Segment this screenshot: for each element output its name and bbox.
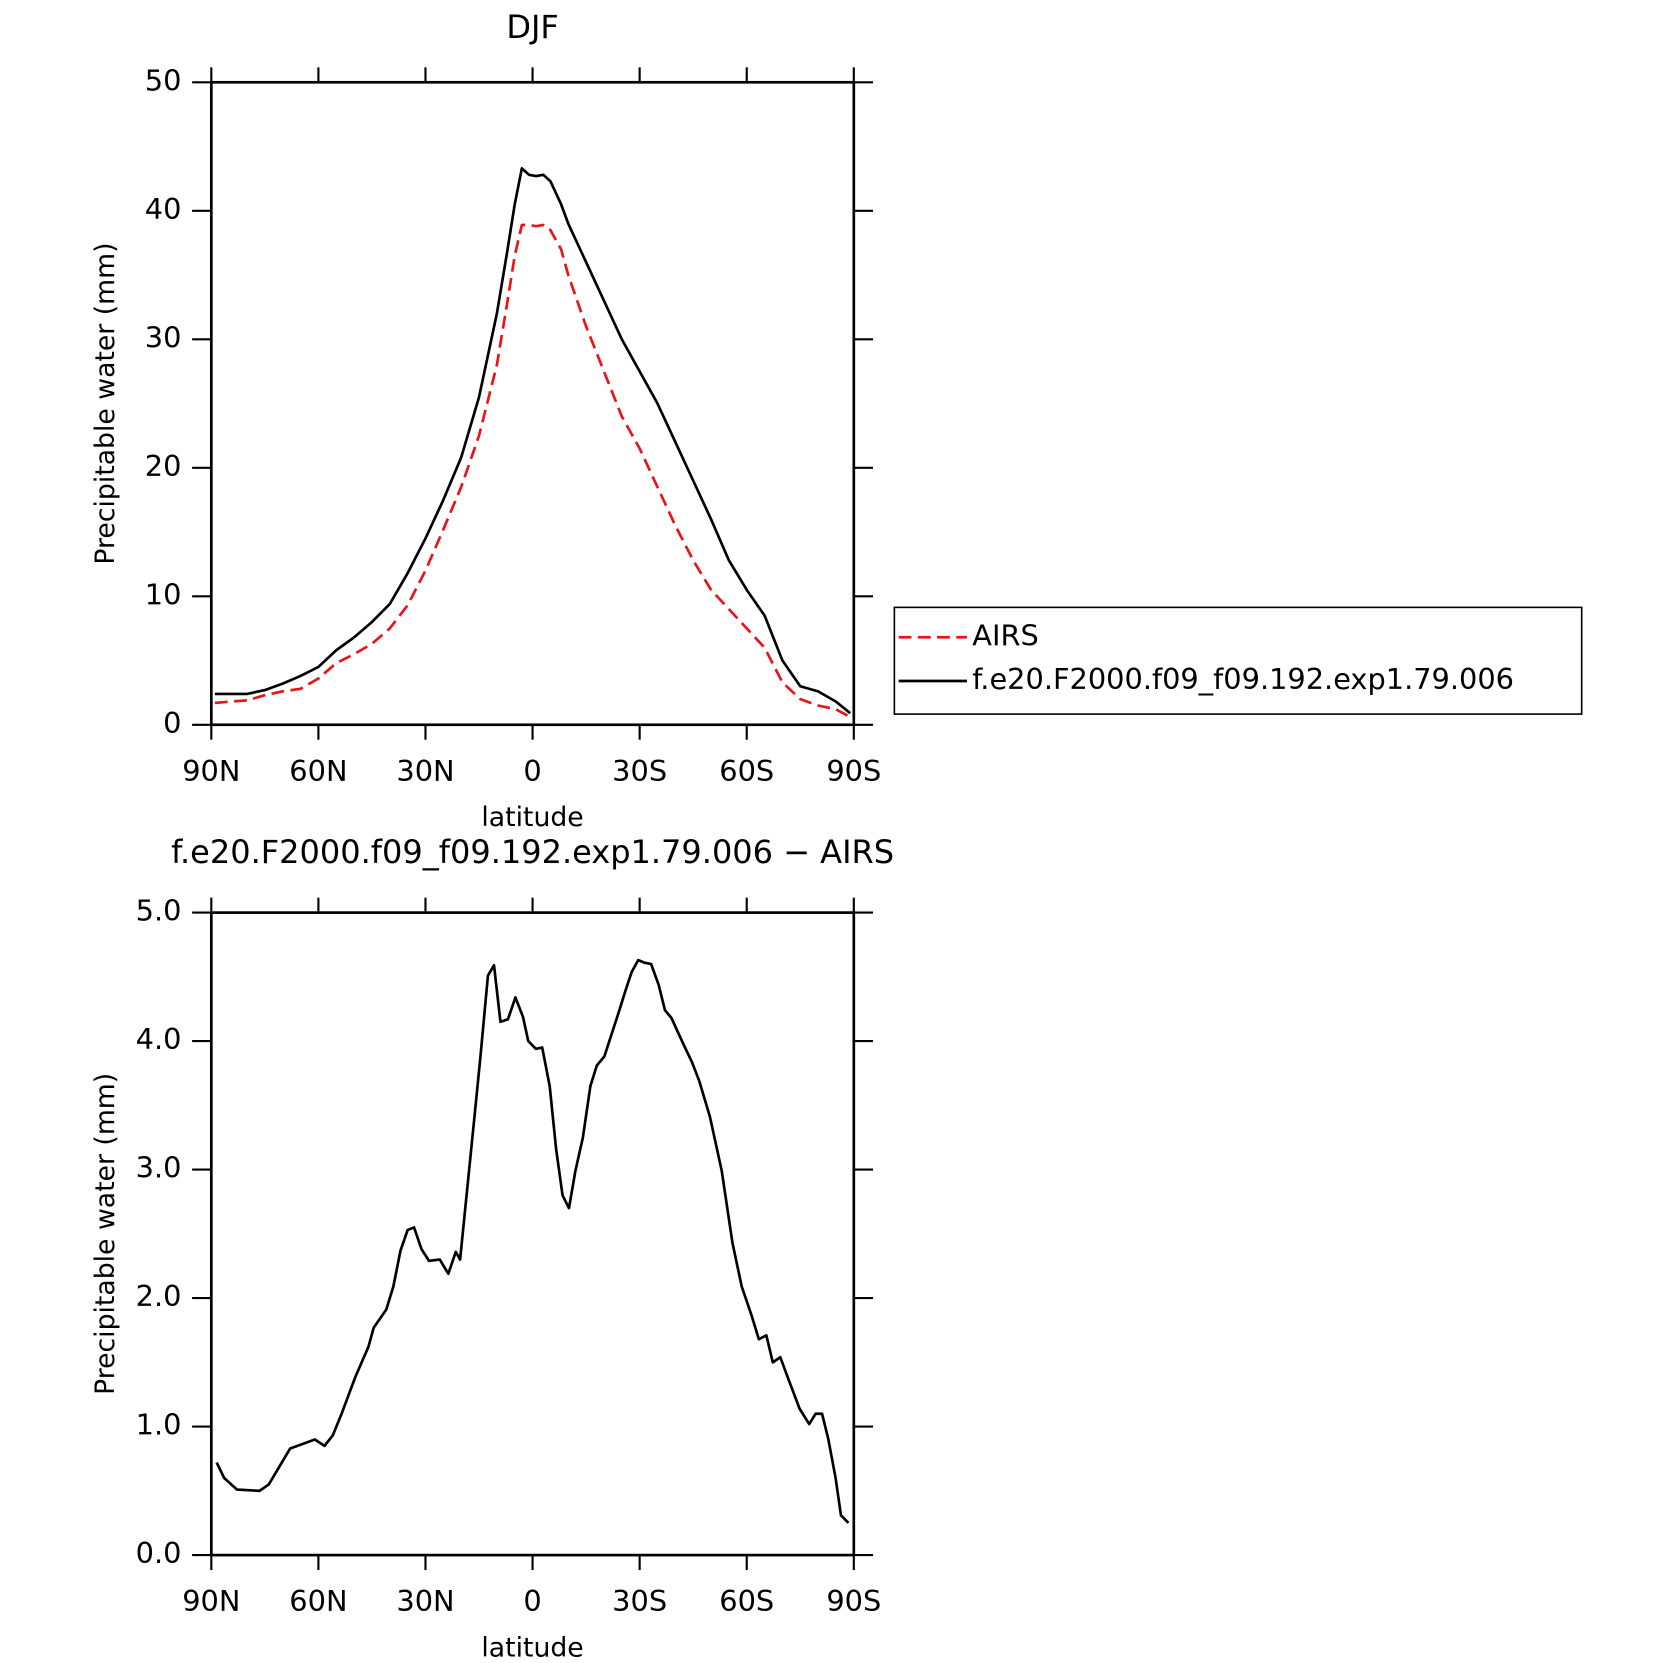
x-tick-label: 60N (289, 1584, 347, 1618)
x-tick-label: 30S (612, 1584, 667, 1618)
y-tick-label: 3.0 (136, 1151, 182, 1185)
legend-label: f.e20.F2000.f09_f09.192.exp1.79.006 (972, 662, 1514, 696)
x-tick-label: 60N (289, 754, 347, 788)
x-tick-label: 90N (182, 754, 240, 788)
plot-frame (209, 80, 856, 727)
data-line (214, 223, 851, 719)
x-tick-label: 90S (826, 1584, 881, 1618)
legend-label: AIRS (972, 618, 1038, 652)
data-line (214, 167, 852, 715)
x-tick-label: 0 (523, 754, 541, 788)
x-tick-label: 90S (826, 754, 881, 788)
x-tick-label: 30S (612, 754, 667, 788)
x-tick-label: 90N (182, 1584, 240, 1618)
y-tick-label: 4.0 (136, 1022, 182, 1056)
y-tick-label: 1.0 (136, 1408, 182, 1442)
x-axis-label: latitude (481, 1633, 583, 1663)
x-tick-label: 60S (719, 1584, 774, 1618)
plot-frame (209, 911, 856, 1557)
y-tick-label: 0 (163, 706, 181, 740)
x-tick-label: 30N (396, 754, 454, 788)
y-tick-label: 5.0 (136, 894, 182, 928)
y-axis-label: Precipitable water (mm) (90, 1073, 121, 1395)
x-tick-label: 60S (719, 754, 774, 788)
legend-box (893, 606, 1583, 715)
y-tick-label: 10 (145, 577, 182, 611)
x-axis-label: latitude (481, 802, 583, 833)
y-tick-label: 50 (145, 63, 182, 97)
chart-title: DJF (506, 8, 558, 46)
y-tick-label: 30 (145, 320, 182, 354)
y-axis-label: Precipitable water (mm) (90, 242, 121, 564)
data-line (215, 958, 850, 1524)
x-tick-label: 0 (523, 1584, 541, 1618)
x-tick-label: 30N (396, 1584, 454, 1618)
y-tick-label: 40 (145, 192, 182, 226)
y-tick-label: 0.0 (136, 1536, 182, 1570)
chart-title: f.e20.F2000.f09_f09.192.exp1.79.006 − AI… (171, 833, 894, 871)
y-tick-label: 2.0 (136, 1279, 182, 1313)
y-tick-label: 20 (145, 449, 182, 483)
